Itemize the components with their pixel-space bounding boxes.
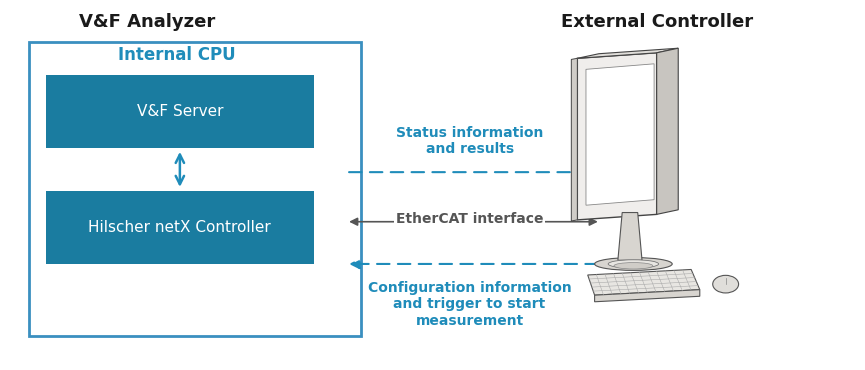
Text: External Controller: External Controller (561, 13, 753, 31)
Text: V&F Analyzer: V&F Analyzer (79, 13, 215, 31)
Polygon shape (587, 269, 700, 295)
Polygon shape (577, 53, 657, 220)
Polygon shape (594, 290, 700, 302)
Text: Hilscher netX Controller: Hilscher netX Controller (88, 220, 272, 235)
Text: V&F Server: V&F Server (137, 104, 223, 119)
FancyBboxPatch shape (46, 75, 313, 148)
Text: Status information
and results: Status information and results (396, 126, 543, 156)
Text: Internal CPU: Internal CPU (118, 46, 235, 64)
Polygon shape (618, 212, 642, 260)
Ellipse shape (614, 263, 653, 269)
Text: Configuration information
and trigger to start
measurement: Configuration information and trigger to… (368, 281, 572, 327)
FancyBboxPatch shape (46, 191, 313, 264)
Ellipse shape (594, 258, 672, 270)
Polygon shape (586, 64, 654, 205)
Polygon shape (571, 58, 577, 221)
Ellipse shape (608, 260, 658, 268)
Polygon shape (577, 48, 678, 58)
Text: EtherCAT interface: EtherCAT interface (396, 212, 543, 226)
Polygon shape (657, 48, 678, 214)
Ellipse shape (713, 275, 739, 293)
FancyBboxPatch shape (29, 42, 361, 336)
